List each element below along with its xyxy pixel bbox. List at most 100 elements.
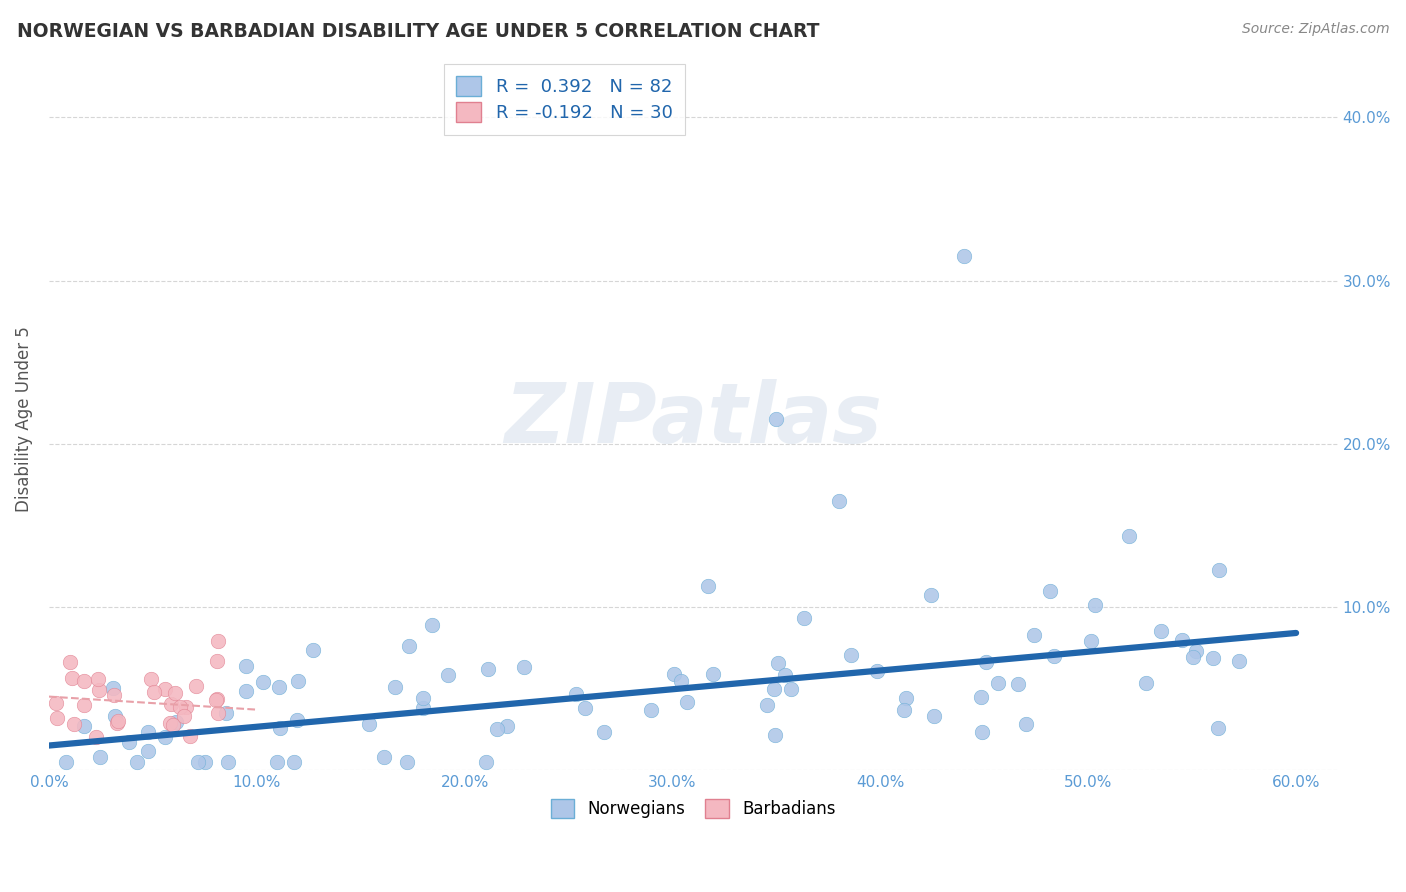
Point [373,749,395,764]
Point [285,713,308,727]
Point [922,709,945,723]
Point [987,675,1010,690]
Point [420,617,443,632]
Point [187,755,209,769]
Point [763,728,786,742]
Point [103,681,125,695]
Point [839,648,862,662]
Point [513,659,536,673]
Point [235,658,257,673]
Point [159,715,181,730]
Text: ZIPatlas: ZIPatlas [505,379,882,459]
Point [662,667,685,681]
Point [104,709,127,723]
Point [593,725,616,739]
Point [1039,584,1062,599]
Point [89,749,111,764]
Text: NORWEGIAN VS BARBADIAN DISABILITY AGE UNDER 5 CORRELATION CHART: NORWEGIAN VS BARBADIAN DISABILITY AGE UN… [17,22,820,41]
Point [793,610,815,624]
Point [486,722,509,736]
Point [496,719,519,733]
Text: Source: ZipAtlas.com: Source: ZipAtlas.com [1241,22,1389,37]
Point [235,683,257,698]
Point [269,721,291,735]
Point [45,696,67,710]
Point [302,643,325,657]
Point [828,493,851,508]
Point [283,755,305,769]
Point [73,719,96,733]
Point [107,714,129,728]
Point [1118,528,1140,542]
Point [252,675,274,690]
Point [396,755,419,769]
Point [287,674,309,689]
Point [1014,717,1036,731]
Point [894,690,917,705]
Point [384,681,406,695]
Point [412,691,434,706]
Point [215,706,238,721]
Point [779,681,801,696]
Point [697,579,720,593]
Point [1182,650,1205,665]
Point [62,717,84,731]
Point [1022,628,1045,642]
Point [207,654,229,668]
Point [194,755,217,769]
Point [1208,563,1230,577]
Point [136,744,159,758]
Point [266,755,288,769]
Point [105,715,128,730]
Point [412,700,434,714]
Point [173,709,195,723]
Point [165,715,187,730]
Point [1007,677,1029,691]
Point [564,687,586,701]
Point [1135,676,1157,690]
Point [153,681,176,696]
Point [1184,643,1206,657]
Point [1150,624,1173,639]
Point [474,755,496,769]
Point [153,730,176,744]
Point [127,755,149,769]
Point [103,689,125,703]
Point [176,700,198,714]
Point [762,681,785,696]
Point [73,698,96,713]
Point [477,662,499,676]
Point [118,734,141,748]
Point [55,755,77,769]
Point [1227,654,1250,668]
Point [138,725,160,739]
Point [702,666,724,681]
Point [974,655,997,669]
Point [73,674,96,689]
Point [775,667,797,681]
Point [640,703,662,717]
Point [45,711,67,725]
Point [1171,633,1194,648]
Point [574,701,596,715]
Point [1080,634,1102,648]
Point [186,679,208,693]
Point [267,680,290,694]
Point [920,588,942,602]
Point [207,691,229,706]
Point [169,699,191,714]
Point [179,729,201,743]
Y-axis label: Disability Age Under 5: Disability Age Under 5 [15,326,32,512]
Point [84,730,107,744]
Point [207,706,229,721]
Point [1202,651,1225,665]
Point [207,633,229,648]
Point [1083,599,1105,613]
Point [87,682,110,697]
Point [139,673,162,687]
Point [160,697,183,711]
Point [893,703,915,717]
Point [970,690,993,705]
Point [972,725,994,739]
Point [60,671,83,685]
